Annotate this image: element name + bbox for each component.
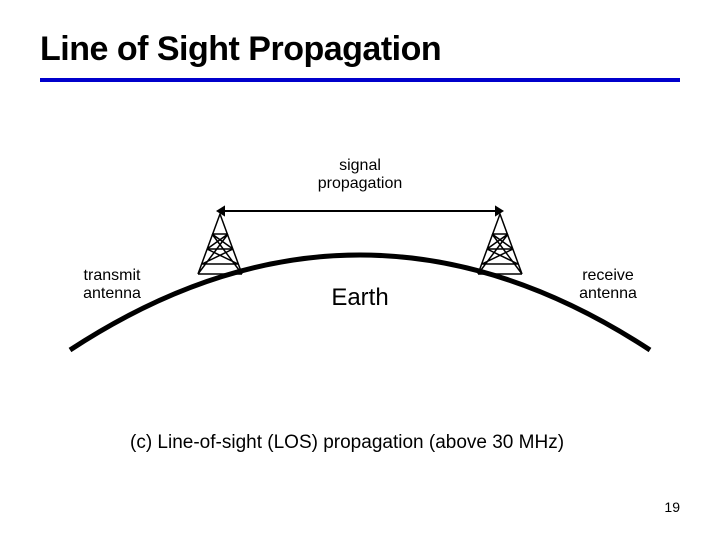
title-underline [40,78,680,82]
transmit-antenna-label-2: antenna [83,285,141,302]
receive-antenna-label-2: antenna [579,285,637,302]
signal-arrow [216,205,504,216]
receive-tower-icon [478,214,522,274]
los-diagram: Earth signal propagation transmit antenn… [60,140,660,400]
signal-label-line2: propagation [318,175,403,192]
slide-title: Line of Sight Propagation [40,30,441,69]
slide: Line of Sight Propagation Earth signal p… [0,0,720,540]
earth-label: Earth [331,284,388,311]
transmit-antenna-label-1: transmit [84,267,141,284]
signal-label-line1: signal [339,157,381,174]
transmit-tower-icon [198,214,242,274]
receive-antenna-label-1: receive [582,267,634,284]
diagram-caption: (c) Line-of-sight (LOS) propagation (abo… [130,432,564,454]
page-number: 19 [664,499,680,515]
